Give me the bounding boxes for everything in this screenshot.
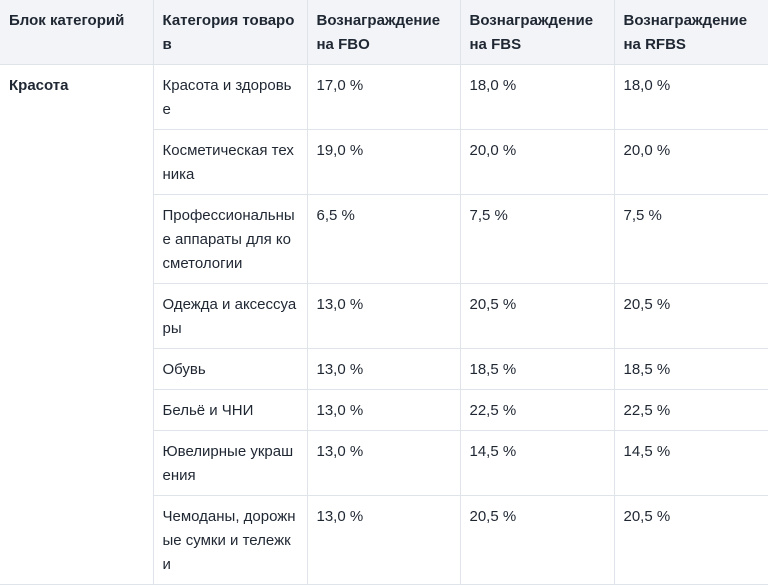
fbo-cell: 13,0 %: [306, 430, 461, 496]
header-rfbs: Вознаграждение на RFBS: [613, 0, 768, 65]
table-row: Чемоданы, дорожные сумки и тележки 13,0 …: [0, 495, 768, 585]
rfbs-cell: 20,0 %: [613, 129, 768, 195]
fbo-cell: 19,0 %: [306, 129, 461, 195]
rfbs-cell: 18,5 %: [613, 348, 768, 390]
fbo-cell: 6,5 %: [306, 194, 461, 284]
fbs-cell: 7,5 %: [459, 194, 615, 284]
fbs-cell: 20,5 %: [459, 495, 615, 585]
rfbs-cell: 7,5 %: [613, 194, 768, 284]
table-header: Блок категорий Категория товаров Вознагр…: [0, 0, 768, 65]
header-category: Категория товаров: [152, 0, 308, 65]
table-row: Косметическая техника 19,0 % 20,0 % 20,0…: [0, 129, 768, 195]
category-cell: Бельё и ЧНИ: [153, 389, 308, 431]
category-cell: Ювелирные украшения: [153, 430, 308, 496]
fbo-cell: 13,0 %: [306, 495, 461, 585]
table-row: Профессиональные аппараты для косметолог…: [0, 194, 768, 284]
fbo-cell: 13,0 %: [306, 283, 461, 349]
rfbs-cell: 22,5 %: [613, 389, 768, 431]
rfbs-cell: 20,5 %: [613, 495, 768, 585]
category-cell: Чемоданы, дорожные сумки и тележки: [153, 495, 308, 585]
fbo-cell: 13,0 %: [306, 348, 461, 390]
fbs-cell: 20,5 %: [459, 283, 615, 349]
table-body: Красота Красота и здоровье 17,0 % 18,0 %…: [0, 64, 768, 585]
header-fbo: Вознаграждение на FBO: [306, 0, 461, 65]
block-cell: Красота: [0, 64, 154, 585]
category-cell: Обувь: [153, 348, 308, 390]
category-cell: Профессиональные аппараты для косметолог…: [153, 194, 308, 284]
header-fbs: Вознаграждение на FBS: [459, 0, 615, 65]
fbs-cell: 18,0 %: [459, 64, 615, 130]
fbs-cell: 18,5 %: [459, 348, 615, 390]
table-row: Одежда и аксессуары 13,0 % 20,5 % 20,5 %: [0, 283, 768, 349]
table-row: Бельё и ЧНИ 13,0 % 22,5 % 22,5 %: [0, 389, 768, 431]
category-cell: Красота и здоровье: [152, 64, 308, 130]
table-row: Красота Красота и здоровье 17,0 % 18,0 %…: [0, 64, 768, 585]
fbs-cell: 14,5 %: [459, 430, 615, 496]
fbs-cell: 22,5 %: [459, 389, 615, 431]
header-row: Блок категорий Категория товаров Вознагр…: [0, 0, 768, 65]
rfbs-cell: 14,5 %: [613, 430, 768, 496]
table-row: Ювелирные украшения 13,0 % 14,5 % 14,5 %: [0, 430, 768, 496]
category-cell: Косметическая техника: [153, 129, 308, 195]
category-cell: Одежда и аксессуары: [153, 283, 308, 349]
rfbs-cell: 20,5 %: [613, 283, 768, 349]
fbo-cell: 17,0 %: [306, 64, 461, 130]
fbo-cell: 13,0 %: [306, 389, 461, 431]
fbs-cell: 20,0 %: [459, 129, 615, 195]
header-block: Блок категорий: [0, 0, 154, 65]
rfbs-cell: 18,0 %: [613, 64, 768, 130]
